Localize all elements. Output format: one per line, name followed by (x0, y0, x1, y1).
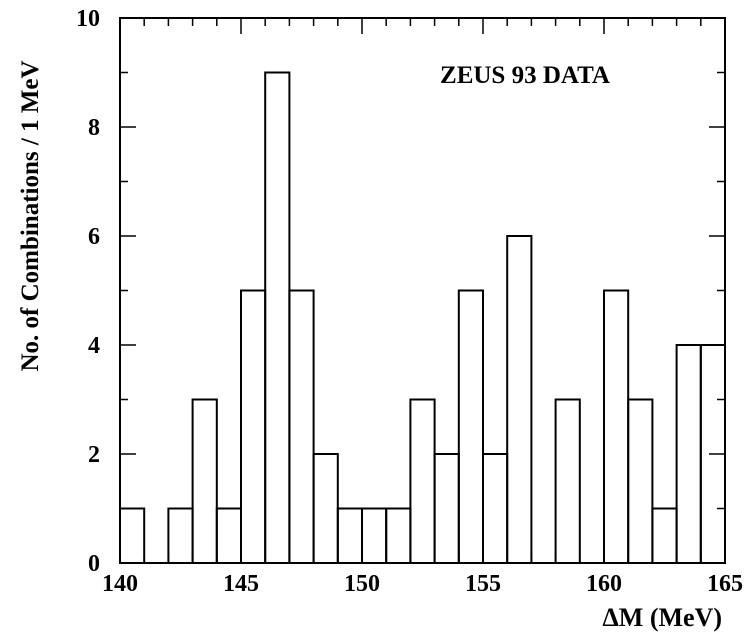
histogram-bin (482, 453, 509, 563)
histogram-bin (361, 507, 388, 563)
histogram-bin (264, 71, 291, 563)
x-tick-label: 150 (344, 571, 380, 597)
x-tick-label: 155 (465, 571, 501, 597)
histogram-bin (385, 507, 412, 563)
histogram-bins (119, 71, 726, 564)
x-tick-label: 165 (707, 571, 743, 597)
histogram-bin (288, 289, 315, 563)
x-tick-label: 160 (586, 571, 622, 597)
histogram-bin (699, 344, 726, 563)
x-axis-label: ΔM (MeV) (602, 603, 722, 632)
histogram-bin (312, 453, 339, 563)
chart-title: ZEUS 93 DATA (440, 62, 610, 89)
histogram-bin (627, 398, 654, 563)
histogram-bin (506, 235, 533, 563)
histogram-bin (336, 507, 363, 563)
histogram-bin (409, 398, 436, 563)
histogram-bin (433, 453, 460, 563)
histogram-bin (215, 507, 242, 563)
plot-frame (119, 17, 726, 564)
histogram-bin (191, 398, 218, 563)
histogram-bin (603, 289, 630, 563)
axis-tick-labels: 140 145 150 155 160 165 0 2 4 6 8 10 (76, 6, 743, 597)
y-tick-label: 2 (88, 442, 100, 468)
histogram-bin (554, 398, 581, 563)
y-tick-label: 10 (76, 6, 100, 32)
histogram-bin (651, 507, 678, 563)
histogram-bin (457, 289, 484, 563)
histogram-bin (240, 289, 267, 563)
y-tick-label: 0 (88, 551, 100, 577)
y-axis-label: No. of Combinations / 1 MeV (17, 60, 44, 371)
axis-ticks (119, 17, 726, 564)
histogram-bin (119, 507, 146, 563)
y-tick-label: 6 (88, 224, 100, 250)
histogram-bin (167, 507, 194, 563)
x-tick-label: 145 (223, 571, 259, 597)
x-tick-label: 140 (102, 571, 138, 597)
y-tick-label: 8 (88, 115, 100, 141)
histogram-bin (675, 344, 702, 563)
y-tick-label: 4 (88, 333, 100, 359)
